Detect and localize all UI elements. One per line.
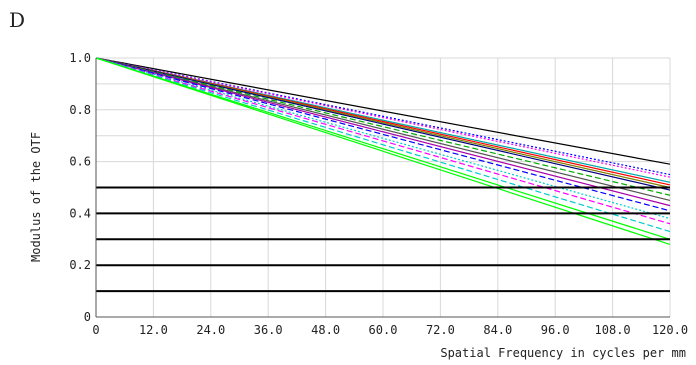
y-tick-label: 0.6 (69, 155, 91, 169)
x-tick-label: 12.0 (139, 323, 168, 337)
x-tick-label: 36.0 (254, 323, 283, 337)
series-line (95, 57, 671, 220)
x-tick-label: 84.0 (483, 323, 512, 337)
axes (95, 58, 670, 318)
x-tick-label: 60.0 (369, 323, 398, 337)
horizontal-lines (96, 186, 670, 293)
x-tick-label: 108.0 (595, 323, 631, 337)
x-tick-label: 72.0 (426, 323, 455, 337)
series-line (95, 57, 671, 196)
x-axis-label: Spatial Frequency in cycles per mm (440, 346, 686, 360)
y-tick-label: 0.4 (69, 206, 91, 220)
y-tick-label: 1.0 (69, 51, 91, 65)
series-line (95, 57, 671, 165)
x-tick-labels: 0 12.0 24.0 36.0 48.0 60.0 72.0 84.0 96.0 108.0 12… (92, 323, 688, 337)
x-tick-label: 24.0 (196, 323, 225, 337)
y-tick-labels: 0 0.2 0.4 0.6 0.8 1.0 (69, 51, 91, 324)
x-tick-label: 96.0 (541, 323, 570, 337)
panel-letter: D (9, 8, 26, 32)
series-line (95, 57, 671, 202)
series-line (95, 57, 671, 191)
series-lines (95, 57, 671, 246)
x-tick-label: 0 (92, 323, 99, 337)
series-line (95, 57, 671, 240)
series-line (95, 57, 671, 225)
series-line (95, 57, 671, 178)
y-tick-label: 0.2 (69, 258, 91, 272)
y-tick-label: 0 (84, 310, 91, 324)
y-tick-label: 0.8 (69, 103, 91, 117)
series-line (95, 57, 671, 207)
x-tick-label: 48.0 (311, 323, 340, 337)
series-line (95, 57, 671, 233)
y-axis-label: Modulus of the OTF (29, 132, 43, 262)
x-tick-label: 120.0 (652, 323, 688, 337)
